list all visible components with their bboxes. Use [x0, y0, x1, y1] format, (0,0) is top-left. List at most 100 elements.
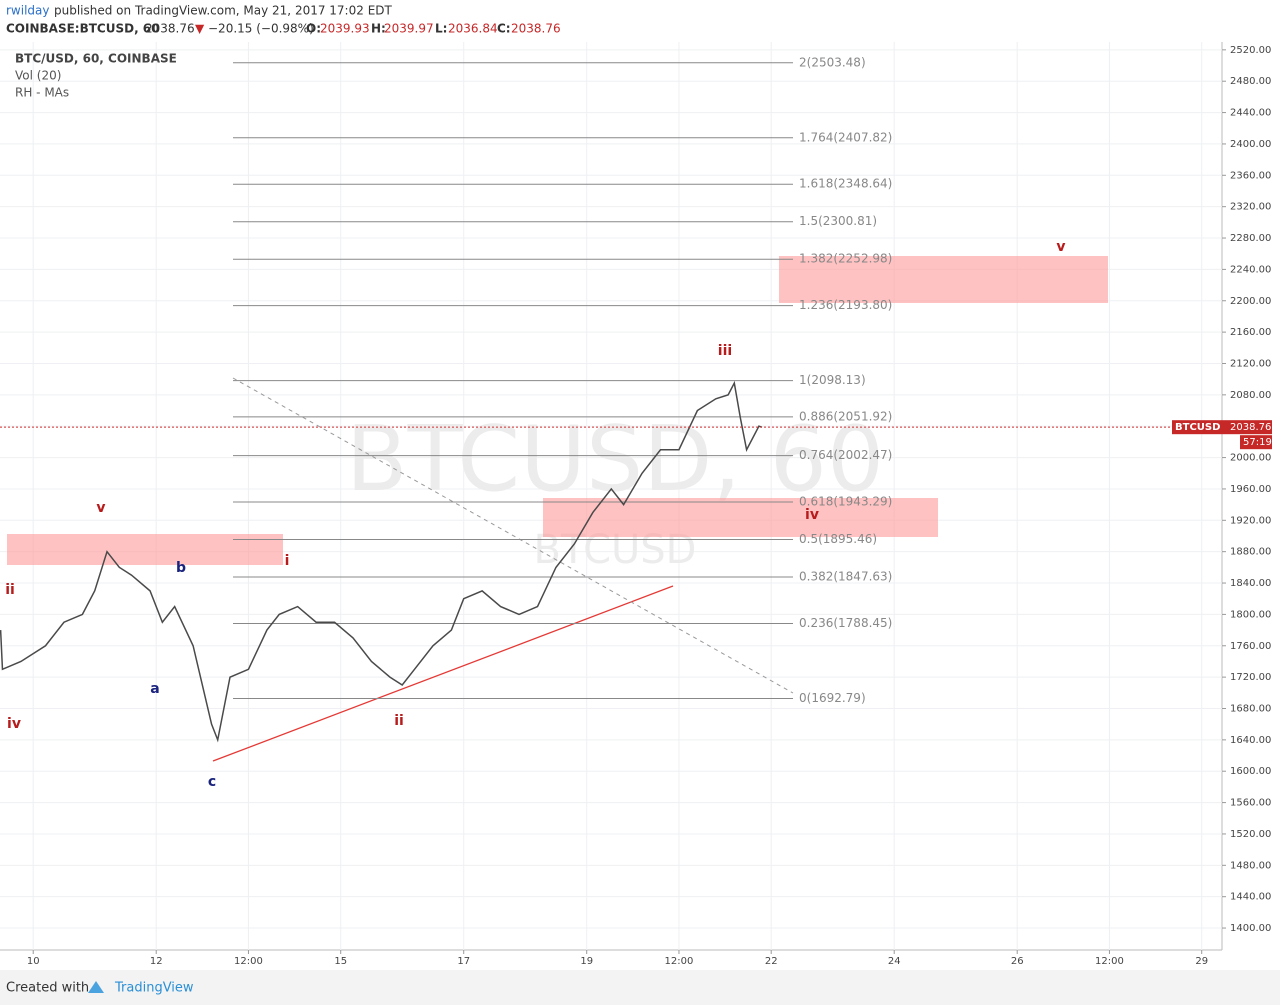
y-tick-label: 2080.00: [1230, 390, 1271, 401]
o-value: 2039.93: [320, 22, 370, 36]
price-tag-value: 2038.76: [1230, 422, 1271, 433]
countdown-bg: [1240, 435, 1272, 450]
target-zone: [779, 256, 1108, 303]
y-tick-label: 1480.00: [1230, 860, 1271, 871]
l-label: L:: [435, 22, 447, 36]
y-tick-label: 1600.00: [1230, 766, 1271, 777]
y-tick-label: 2120.00: [1230, 358, 1271, 369]
y-tick-label: 1800.00: [1230, 609, 1271, 620]
y-tick-label: 2520.00: [1230, 45, 1271, 56]
last: 2038.76: [145, 22, 195, 36]
wave-label: i: [285, 553, 290, 569]
x-tick-label: 17: [457, 956, 470, 967]
y-tick-label: 2240.00: [1230, 264, 1271, 275]
c-label: C:: [497, 22, 511, 36]
author[interactable]: rwilday: [6, 4, 50, 18]
y-tick-label: 1640.00: [1230, 735, 1271, 746]
change: −20.15 (−0.98%): [208, 22, 314, 36]
y-tick-label: 1920.00: [1230, 515, 1271, 526]
y-tick-label: 2160.00: [1230, 327, 1271, 338]
price-line: [0, 380, 763, 743]
fib-label: 1.5(2300.81): [799, 214, 877, 228]
fib-label: 2(2503.48): [799, 55, 866, 69]
price-tag-bg: [1222, 420, 1272, 435]
c-value: 2038.76: [511, 22, 561, 36]
wave-label: v: [96, 500, 105, 516]
x-tick-label: 10: [27, 956, 40, 967]
x-tick-label: 12:00: [234, 956, 263, 967]
support-zone: [543, 498, 938, 537]
x-tick-label: 12:00: [665, 956, 694, 967]
y-tick-label: 1720.00: [1230, 672, 1271, 683]
x-tick-label: 12:00: [1095, 956, 1124, 967]
wave-label: ii: [5, 582, 15, 598]
fib-label: 1.236(2193.80): [799, 298, 892, 312]
y-tick-label: 2480.00: [1230, 76, 1271, 87]
fib-label: 1.764(2407.82): [799, 130, 892, 144]
y-tick-label: 2320.00: [1230, 202, 1271, 213]
trend-line: [212, 585, 674, 762]
fib-label: 0.236(1788.45): [799, 616, 892, 630]
fib-label: 0(1692.79): [799, 691, 866, 705]
y-tick-label: 1760.00: [1230, 641, 1271, 652]
y-tick-label: 2440.00: [1230, 108, 1271, 119]
fib-label: 0.382(1847.63): [799, 570, 892, 584]
wave-label: iv: [7, 716, 21, 732]
countdown: 57:19: [1243, 437, 1272, 448]
footer-brand[interactable]: TradingView: [114, 981, 194, 996]
footer-created: Created with: [6, 981, 89, 996]
x-tick-label: 19: [580, 956, 593, 967]
y-tick-label: 1560.00: [1230, 798, 1271, 809]
x-tick-label: 12: [150, 956, 163, 967]
x-tick-label: 15: [334, 956, 347, 967]
arrow: ▼: [195, 22, 205, 36]
symbol: COINBASE:BTCUSD, 60: [6, 22, 160, 36]
footer-bar: [0, 970, 1280, 1005]
fib-label: 1(2098.13): [799, 373, 866, 387]
h-value: 2039.97: [384, 22, 434, 36]
y-tick-label: 1680.00: [1230, 703, 1271, 714]
fib-label: 0.886(2051.92): [799, 409, 892, 423]
fib-base-line: [232, 377, 794, 694]
x-tick-label: 24: [888, 956, 901, 967]
y-tick-label: 2360.00: [1230, 170, 1271, 181]
tv-logo: [88, 981, 104, 993]
y-tick-label: 2000.00: [1230, 453, 1271, 464]
wave-label: c: [208, 774, 216, 790]
y-tick-label: 1440.00: [1230, 892, 1271, 903]
wave-label: ii: [394, 713, 404, 729]
fib-label: 0.764(2002.47): [799, 448, 892, 462]
y-tick-label: 1840.00: [1230, 578, 1271, 589]
l-value: 2036.84: [448, 22, 498, 36]
wave-label: iv: [805, 507, 819, 523]
legend-main: BTC/USD, 60, COINBASE: [15, 52, 177, 66]
fib-label: 0.5(1895.46): [799, 532, 877, 546]
y-tick-label: 1880.00: [1230, 547, 1271, 558]
wave-label: a: [150, 681, 159, 697]
header-bar: [0, 0, 1280, 42]
x-tick-label: 22: [765, 956, 778, 967]
legend-mas: RH - MAs: [15, 86, 69, 100]
x-tick-label: 29: [1195, 956, 1208, 967]
fib-label: 1.618(2348.64): [799, 177, 892, 191]
fib-label: 0.618(1943.29): [799, 495, 892, 509]
h-label: H:: [371, 22, 386, 36]
y-tick-label: 1400.00: [1230, 923, 1271, 934]
wave-label: iii: [718, 343, 732, 359]
wave-label: v: [1056, 239, 1065, 255]
o-label: O:: [306, 22, 321, 36]
x-tick-label: 26: [1011, 956, 1024, 967]
y-tick-label: 1960.00: [1230, 484, 1271, 495]
price-tag-symbol: BTCUSD: [1175, 422, 1220, 433]
legend-vol: Vol (20): [15, 69, 61, 83]
wave-label: b: [176, 560, 186, 576]
fib-label: 1.382(2252.98): [799, 252, 892, 266]
resistance-zone: [7, 534, 283, 565]
price-tag-symbol-bg: [1172, 420, 1222, 435]
y-tick-label: 2400.00: [1230, 139, 1271, 150]
y-tick-label: 2200.00: [1230, 296, 1271, 307]
published: published on TradingView.com, May 21, 20…: [54, 4, 393, 18]
y-tick-label: 2280.00: [1230, 233, 1271, 244]
